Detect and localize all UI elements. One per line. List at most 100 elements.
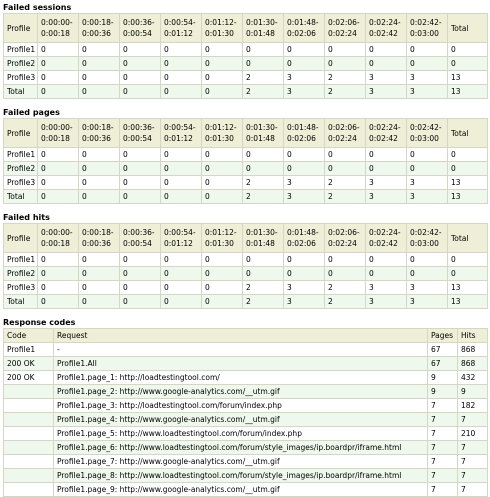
cell: Profile3: [3, 70, 38, 85]
cell: 200 OK: [3, 370, 54, 385]
cell: Profile1.All: [53, 356, 428, 371]
cell: 0: [201, 280, 243, 295]
cell: [3, 412, 54, 427]
header-cell: 0:00:00-0:00:18: [37, 223, 79, 253]
cell: 0: [160, 161, 202, 176]
cell: 0: [78, 147, 120, 162]
cell: Total: [3, 189, 38, 204]
header-cell: 0:00:18-0:00:36: [78, 223, 120, 253]
cell: 0: [283, 42, 325, 57]
header-cell: 0:02:42-0:03:00: [406, 13, 448, 43]
cell: 3: [365, 84, 407, 99]
cell: [3, 454, 54, 469]
cell: 0: [365, 266, 407, 281]
data-row: Profile1 0 0 0 0 0 0 0 0 0 0 0: [3, 42, 488, 57]
cell: 7: [457, 482, 488, 497]
data-row: Profile1-67 868: [3, 342, 488, 357]
header-cell: 0:00:18-0:00:36: [78, 118, 120, 148]
cell: 0: [119, 70, 161, 85]
cell: Profile1: [3, 342, 54, 357]
cell: 0: [324, 252, 366, 267]
header-cell: Total: [447, 13, 488, 43]
cell: 0: [406, 147, 448, 162]
cell: 13: [447, 294, 488, 309]
cell: 0: [78, 56, 120, 71]
cell: 3: [283, 70, 325, 85]
header-cell: Request: [53, 328, 428, 343]
cell: 3: [406, 84, 448, 99]
header-row: Code Request Pages Hits: [3, 328, 488, 343]
cell: 67: [427, 356, 458, 371]
header-cell: 0:00:00-0:00:18: [37, 118, 79, 148]
header-cell: 0:02:24-0:02:42: [365, 13, 407, 43]
cell: 0: [119, 189, 161, 204]
cell: 0: [119, 280, 161, 295]
cell: 0: [201, 42, 243, 57]
cell: Profile1.page_9: http://www.google-analy…: [53, 482, 428, 497]
cell: 0: [119, 56, 161, 71]
cell: 0: [78, 84, 120, 99]
cell: 0: [37, 189, 79, 204]
cell: 2: [324, 280, 366, 295]
header-cell: 0:02:06-0:02:24: [324, 118, 366, 148]
cell: 0: [324, 266, 366, 281]
cell: 432: [457, 370, 488, 385]
header-row: Profile 0:00:00-0:00:18 0:00:18-0:00:36 0:0…: [3, 118, 488, 148]
data-row: Profile1 0 0 0 0 0 0 0 0 0 0 0: [3, 252, 488, 267]
cell: 0: [447, 161, 488, 176]
header-cell: 0:02:06-0:02:24: [324, 13, 366, 43]
stats-table: Profile 0:00:00-0:00:18 0:00:18-0:00:36 0:0…: [3, 223, 488, 309]
cell: 0: [242, 147, 284, 162]
cell: 0: [201, 147, 243, 162]
cell: 3: [365, 189, 407, 204]
cell: 0: [37, 175, 79, 190]
cell: 0: [160, 252, 202, 267]
cell: 0: [201, 175, 243, 190]
header-cell: Total: [447, 223, 488, 253]
cell: 7: [427, 412, 458, 427]
cell: 0: [119, 161, 161, 176]
header-cell: 0:00:54-0:01:12: [160, 118, 202, 148]
data-row: Profile1.page_3: http://loadtestingtool.…: [3, 398, 488, 413]
cell: 9: [427, 384, 458, 399]
cell: 0: [201, 252, 243, 267]
header-row: Profile 0:00:00-0:00:18 0:00:18-0:00:36 0:0…: [3, 13, 488, 43]
cell: 0: [119, 42, 161, 57]
cell: 0: [78, 266, 120, 281]
header-cell: 0:00:36-0:00:54: [119, 13, 161, 43]
data-row: Profile1.page_7: http://www.google-analy…: [3, 454, 488, 469]
cell: 0: [160, 147, 202, 162]
cell: -: [53, 342, 428, 357]
cell: 0: [365, 42, 407, 57]
cell: 0: [447, 56, 488, 71]
cell: 2: [324, 84, 366, 99]
data-row: Profile3 0 0 0 0 0 2 3 2 3 3 13: [3, 175, 488, 190]
stats-table: Profile 0:00:00-0:00:18 0:00:18-0:00:36 0:0…: [3, 118, 488, 204]
header-cell: 0:02:24-0:02:42: [365, 118, 407, 148]
cell: 0: [37, 252, 79, 267]
cell: 13: [447, 175, 488, 190]
header-cell: 0:00:00-0:00:18: [37, 13, 79, 43]
cell: 0: [365, 56, 407, 71]
cell: 7: [427, 440, 458, 455]
cell: 0: [37, 147, 79, 162]
data-row: Profile2 0 0 0 0 0 0 0 0 0 0 0: [3, 266, 488, 281]
cell: 7: [457, 412, 488, 427]
cell: 3: [365, 280, 407, 295]
cell: 13: [447, 70, 488, 85]
header-cell: 0:01:30-0:01:48: [242, 118, 284, 148]
data-row: Profile3 0 0 0 0 0 2 3 2 3 3 13: [3, 280, 488, 295]
cell: 0: [406, 42, 448, 57]
cell: 0: [324, 42, 366, 57]
data-row: Profile3 0 0 0 0 0 2 3 2 3 3 13: [3, 70, 488, 85]
header-cell: Profile: [3, 118, 38, 148]
cell: 182: [457, 398, 488, 413]
cell: 0: [37, 294, 79, 309]
cell: 3: [406, 70, 448, 85]
header-cell: Pages: [427, 328, 458, 343]
header-cell: 0:02:24-0:02:42: [365, 223, 407, 253]
cell: 0: [324, 161, 366, 176]
header-cell: 0:01:48-0:02:06: [283, 13, 325, 43]
cell: 0: [160, 56, 202, 71]
cell: 0: [447, 266, 488, 281]
